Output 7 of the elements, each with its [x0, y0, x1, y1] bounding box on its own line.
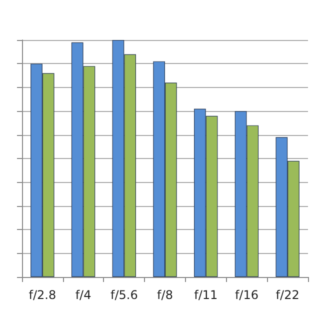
x-tick-label: f/11 — [194, 288, 218, 302]
x-tick-label: f/22 — [276, 288, 300, 302]
x-tick-label: f/4 — [75, 288, 92, 302]
x-tick-label: f/5.6 — [110, 288, 138, 302]
x-tick-label: f/2.8 — [28, 288, 56, 302]
x-tick-label: f/16 — [234, 288, 258, 302]
x-tick-label: f/8 — [157, 288, 173, 302]
